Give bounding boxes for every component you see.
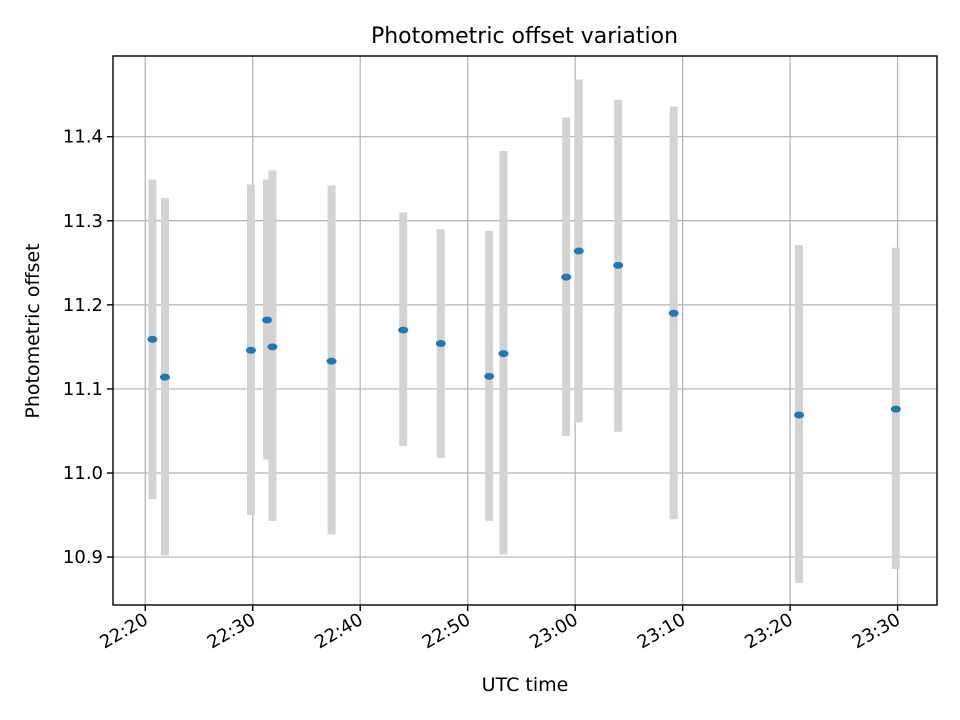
data-point xyxy=(435,340,446,348)
y-tick-label: 11.0 xyxy=(63,463,103,484)
data-point xyxy=(398,326,409,334)
data-point xyxy=(890,405,901,413)
x-tick-label: 22:30 xyxy=(204,609,259,653)
data-point xyxy=(668,309,679,317)
plot-frame xyxy=(112,55,938,606)
chart-title: Photometric offset variation xyxy=(371,24,678,49)
y-axis-label: Photometric offset xyxy=(22,243,44,418)
y-tick-label: 11.3 xyxy=(63,211,103,232)
data-point xyxy=(613,261,624,269)
data-point xyxy=(262,316,273,324)
x-axis-label: UTC time xyxy=(482,674,569,696)
x-axis-ticks: 22:20 22:30 22:40 22:50 23:00 23:10 23:20 23:30 xyxy=(96,605,904,653)
data-point xyxy=(159,373,170,381)
x-tick-label: 22:40 xyxy=(311,609,366,653)
data-point xyxy=(794,411,805,419)
y-axis-ticks: 10.9 11.0 11.1 11.2 11.3 11.4 xyxy=(63,127,113,568)
data-point xyxy=(484,372,495,380)
data-point xyxy=(267,343,278,351)
x-tick-label: 23:00 xyxy=(526,609,581,653)
y-tick-label: 11.2 xyxy=(63,295,103,316)
y-tick-label: 10.9 xyxy=(63,547,103,568)
x-tick-label: 22:20 xyxy=(96,609,151,653)
error-bars xyxy=(148,79,900,584)
x-tick-label: 23:20 xyxy=(741,609,796,653)
grid xyxy=(113,56,937,605)
x-tick-label: 23:10 xyxy=(634,609,689,653)
x-tick-label: 22:50 xyxy=(419,609,474,653)
data-point xyxy=(561,273,572,281)
data-point xyxy=(498,350,509,358)
y-tick-label: 11.4 xyxy=(63,127,103,148)
data-point xyxy=(573,247,584,255)
data-points xyxy=(147,247,901,419)
y-tick-label: 11.1 xyxy=(63,379,103,400)
x-tick-label: 23:30 xyxy=(849,609,904,653)
data-point xyxy=(147,335,158,343)
data-point xyxy=(245,346,256,354)
data-point xyxy=(326,357,337,365)
